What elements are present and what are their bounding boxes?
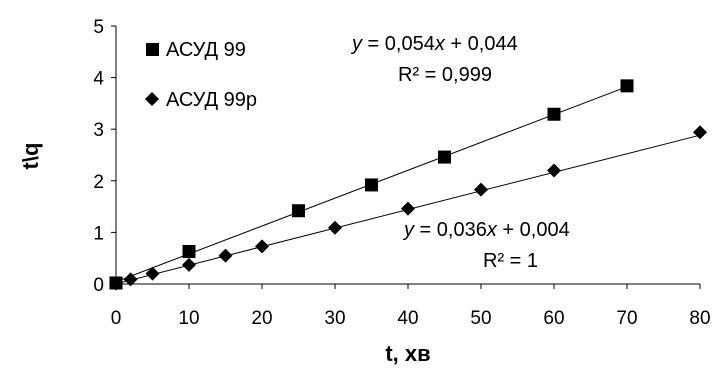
y-axis-title: t\q (18, 143, 43, 170)
data-point-diamond (328, 220, 342, 235)
y-tick-label: 0 (93, 275, 104, 296)
ticks: 0 10 20 30 40 50 60 70 80 0 1 2 3 4 5 (93, 17, 710, 329)
equation-intercept: + 0,004 (497, 219, 570, 241)
equation-asud99p: y = 0,036x + 0,004 (402, 219, 570, 241)
y-tick-label: 2 (93, 172, 104, 193)
x-tick-label: 30 (324, 308, 345, 329)
data-point-diamond (255, 239, 269, 254)
equation-asud99: y = 0,054x + 0,044 (350, 33, 518, 55)
legend-label-asud99: АСУД 99 (166, 39, 246, 61)
x-tick-label: 50 (470, 308, 491, 329)
data-point-diamond (547, 163, 561, 178)
x-tick-label: 20 (251, 308, 272, 329)
x-tick-label: 80 (689, 308, 710, 329)
y-tick-label: 3 (93, 120, 104, 141)
equation-y: y (350, 33, 363, 55)
data-point-diamond (218, 248, 233, 263)
data-point-diamond (401, 201, 415, 216)
data-point-square (438, 150, 451, 164)
legend-label-asud99p: АСУД 99р (166, 89, 257, 111)
data-point-diamond (145, 266, 160, 281)
x-tick-label: 0 (111, 308, 122, 329)
data-point-square (620, 79, 634, 93)
r2-asud99p: R² = 1 (483, 250, 538, 272)
equation-y: y (402, 219, 415, 241)
equation-x: x (486, 219, 498, 241)
equation-coef: = 0,036 (414, 219, 487, 241)
equation-intercept: + 0,044 (445, 33, 518, 55)
x-axis-title: t, хв (385, 341, 430, 366)
equation-coef: = 0,054 (362, 33, 435, 55)
data-point-square (365, 178, 378, 192)
y-tick-label: 1 (93, 223, 104, 244)
x-tick-label: 10 (178, 308, 199, 329)
legend: АСУД 99 АСУД 99р (145, 39, 257, 111)
equation-x: x (434, 33, 446, 55)
data-point-diamond (123, 272, 138, 287)
r2-asud99: R² = 0,999 (398, 64, 492, 86)
data-point-square (547, 107, 561, 121)
y-tick-label: 5 (93, 17, 104, 38)
data-point-square (292, 204, 305, 218)
trendlines (115, 86, 701, 285)
x-tick-label: 60 (543, 308, 564, 329)
legend-diamond-icon (145, 92, 159, 106)
markers (109, 79, 707, 291)
data-point-diamond (182, 257, 196, 272)
data-point-square (182, 244, 196, 258)
x-tick-label: 40 (397, 308, 418, 329)
data-point-diamond (109, 276, 123, 291)
data-point-diamond (474, 182, 488, 197)
data-point-diamond (693, 125, 707, 140)
y-tick-label: 4 (93, 69, 104, 90)
legend-square-icon (146, 43, 159, 56)
x-tick-label: 70 (616, 308, 637, 329)
